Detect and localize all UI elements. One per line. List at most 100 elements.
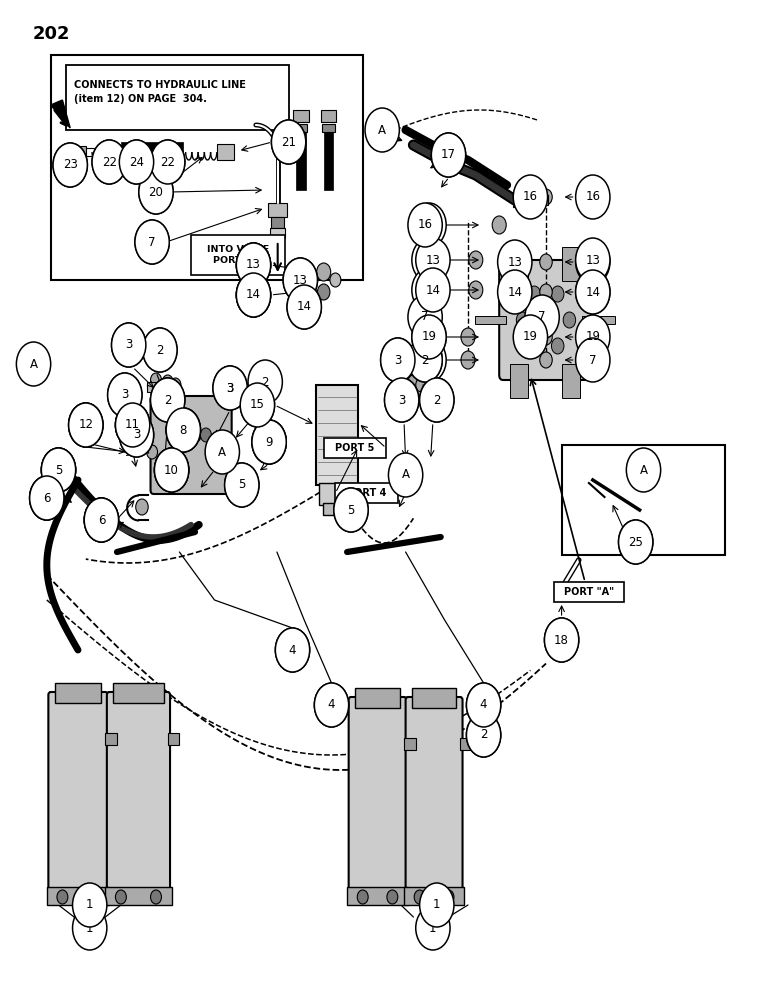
Text: A: A (378, 123, 386, 136)
Circle shape (381, 338, 415, 382)
Circle shape (225, 463, 259, 507)
Text: 9: 9 (265, 436, 273, 448)
Bar (105, 887, 172, 905)
Circle shape (619, 520, 653, 564)
Circle shape (135, 220, 169, 264)
Text: 22: 22 (101, 155, 117, 168)
Bar (412, 688, 456, 708)
Circle shape (190, 428, 201, 442)
Text: 5: 5 (238, 479, 246, 491)
Circle shape (420, 378, 454, 422)
Text: 11: 11 (125, 418, 140, 432)
Bar (554, 582, 624, 602)
Text: 5: 5 (347, 504, 355, 516)
Circle shape (400, 373, 411, 387)
Circle shape (200, 428, 211, 442)
Text: 7: 7 (538, 310, 546, 324)
Circle shape (576, 338, 610, 382)
Circle shape (275, 628, 310, 672)
Circle shape (88, 890, 99, 904)
Text: 20: 20 (148, 186, 164, 198)
Text: 12: 12 (78, 418, 94, 432)
Bar (355, 688, 400, 708)
Text: 14: 14 (507, 286, 523, 298)
Circle shape (367, 110, 398, 150)
Circle shape (213, 366, 247, 410)
Circle shape (252, 420, 286, 464)
Circle shape (41, 448, 76, 492)
Circle shape (108, 373, 142, 417)
Circle shape (147, 445, 158, 459)
Bar (510, 364, 527, 398)
Bar (147, 382, 168, 392)
Circle shape (16, 342, 51, 386)
Text: 4: 4 (289, 644, 296, 656)
Circle shape (317, 284, 330, 300)
Circle shape (416, 378, 427, 392)
Text: 2: 2 (480, 728, 488, 742)
Circle shape (528, 338, 541, 354)
Circle shape (143, 328, 177, 372)
Text: 13: 13 (246, 258, 261, 271)
Text: 2: 2 (480, 728, 488, 742)
Bar (315, 385, 358, 485)
Circle shape (576, 270, 610, 314)
Circle shape (207, 432, 238, 472)
Circle shape (314, 683, 349, 727)
Text: 3: 3 (398, 393, 406, 406)
Text: 13: 13 (585, 253, 601, 266)
Text: A: A (402, 468, 410, 482)
Text: 23: 23 (62, 158, 78, 172)
Circle shape (108, 373, 142, 417)
Text: 9: 9 (265, 436, 273, 448)
Circle shape (119, 413, 154, 457)
Circle shape (416, 238, 450, 282)
Circle shape (540, 284, 552, 300)
Circle shape (180, 428, 191, 442)
Circle shape (151, 140, 185, 184)
Circle shape (154, 448, 189, 492)
Circle shape (414, 890, 425, 904)
Circle shape (412, 268, 446, 312)
Circle shape (431, 133, 466, 177)
Circle shape (151, 140, 185, 184)
Text: 14: 14 (585, 286, 601, 298)
Circle shape (626, 448, 661, 492)
Text: 16: 16 (585, 190, 601, 204)
Circle shape (551, 286, 564, 302)
Bar (562, 364, 580, 398)
Circle shape (628, 450, 659, 490)
Text: 14: 14 (296, 300, 312, 314)
Circle shape (498, 240, 532, 284)
Text: 2: 2 (421, 354, 429, 366)
Circle shape (115, 403, 150, 447)
Text: 4: 4 (480, 698, 488, 712)
Circle shape (513, 315, 548, 359)
Text: 14: 14 (246, 288, 261, 302)
Circle shape (205, 430, 239, 474)
Text: 7: 7 (148, 235, 156, 248)
Circle shape (170, 451, 181, 465)
Circle shape (576, 315, 610, 359)
Text: 13: 13 (292, 273, 308, 286)
Circle shape (18, 344, 49, 384)
Circle shape (154, 448, 189, 492)
Text: 13: 13 (246, 258, 261, 271)
Text: 14: 14 (246, 288, 261, 302)
Text: 13: 13 (507, 255, 523, 268)
Circle shape (408, 375, 419, 389)
Text: 25: 25 (628, 536, 644, 548)
Text: 3: 3 (121, 388, 129, 401)
Text: 22: 22 (160, 155, 176, 168)
Text: 7: 7 (421, 310, 429, 324)
Bar (293, 110, 309, 122)
Circle shape (112, 323, 146, 367)
Bar (404, 887, 464, 905)
Circle shape (357, 890, 368, 904)
Text: 2: 2 (156, 344, 164, 357)
Circle shape (528, 286, 541, 302)
Circle shape (236, 243, 271, 287)
Text: 24: 24 (129, 155, 144, 168)
Text: 14: 14 (585, 286, 601, 298)
Bar (533, 195, 548, 205)
